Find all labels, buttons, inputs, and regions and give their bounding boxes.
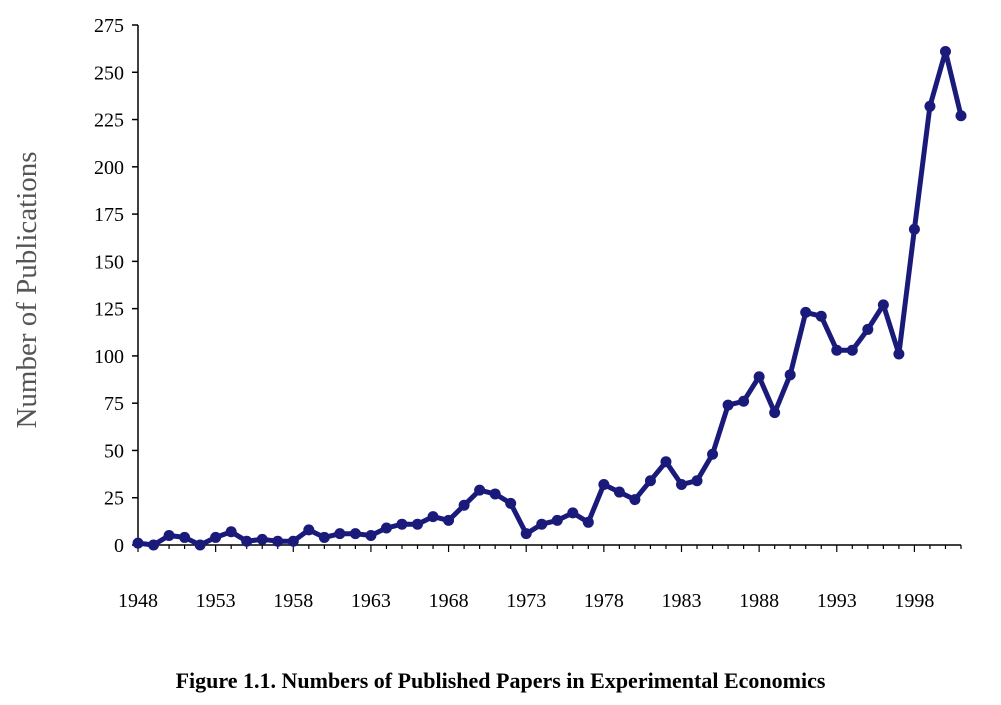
data-point [660,456,672,468]
y-ticks: 0 25 50 75 100 125 150 175 200 225 250 275 [94,15,138,557]
data-point [412,518,424,530]
data-point [179,531,191,543]
data-point [753,371,765,383]
data-point [613,486,625,498]
data-point [225,526,237,538]
y-tick-label: 150 [94,251,124,273]
x-tick-label: 1983 [661,590,701,612]
data-points [132,45,967,551]
data-point [738,395,750,407]
y-tick-label: 200 [94,157,124,179]
data-point [707,448,719,460]
data-point [458,499,470,511]
data-point [691,475,703,487]
data-point [396,518,408,530]
x-tick-label: 1968 [429,590,469,612]
x-tick-label: 1998 [894,590,934,612]
data-point [675,478,687,490]
y-tick-label: 125 [94,299,124,321]
x-tick-label: 1993 [817,590,857,612]
y-tick-label: 100 [94,346,124,368]
data-point [862,323,874,335]
data-point [815,310,827,322]
data-point [334,528,346,540]
data-point [256,533,268,545]
data-point [644,475,656,487]
data-point [769,407,781,419]
axes [137,25,961,546]
x-ticks: 1948 1953 1958 1963 1968 1973 1978 1983 1988 1993… [118,545,962,612]
data-point [893,348,905,360]
data-point [955,110,967,122]
y-tick-label: 275 [94,15,124,37]
y-tick-label: 50 [104,440,124,462]
x-tick-label: 1958 [273,590,313,612]
data-point [939,45,951,57]
x-tick-label: 1948 [118,590,158,612]
line-chart: Number of Publications 0 25 50 75 100 125 150 1… [11,15,967,612]
y-tick-label: 175 [94,204,124,226]
data-point [132,537,144,549]
data-point [598,478,610,490]
y-tick-label: 25 [104,488,124,510]
x-tick-label: 1988 [739,590,779,612]
data-point [163,530,175,542]
series-line [137,49,964,548]
data-point [908,223,920,235]
y-tick-label: 0 [114,535,124,557]
y-tick-label: 225 [94,110,124,132]
data-point [303,524,315,536]
data-point [380,522,392,534]
data-point [551,514,563,526]
data-point [505,497,517,509]
data-point [365,530,377,542]
y-axis-label: Number of Publications [11,151,43,428]
data-point [846,344,858,356]
data-point [194,539,206,551]
x-tick-label: 1953 [196,590,236,612]
data-point [800,306,812,318]
data-point [272,535,284,547]
data-point [722,399,734,411]
data-point [567,507,579,519]
data-point [287,535,299,547]
data-point [474,484,486,496]
data-point [349,528,361,540]
data-point [536,518,548,530]
data-point [924,100,936,112]
data-point [629,494,641,506]
data-point [582,516,594,528]
x-tick-label: 1973 [506,590,546,612]
x-tick-label: 1963 [351,590,391,612]
data-point [489,488,501,500]
data-point [148,539,160,551]
data-point [784,369,796,381]
data-point [443,514,455,526]
data-point [831,344,843,356]
y-tick-label: 250 [94,62,124,84]
x-tick-label: 1978 [584,590,624,612]
y-tick-label: 75 [104,393,124,415]
data-point [318,531,330,543]
figure-caption: Figure 1.1. Numbers of Published Papers … [175,668,826,693]
data-point [427,511,439,523]
data-point [210,531,222,543]
data-point [520,528,532,540]
data-point [877,299,889,311]
data-point [241,535,253,547]
